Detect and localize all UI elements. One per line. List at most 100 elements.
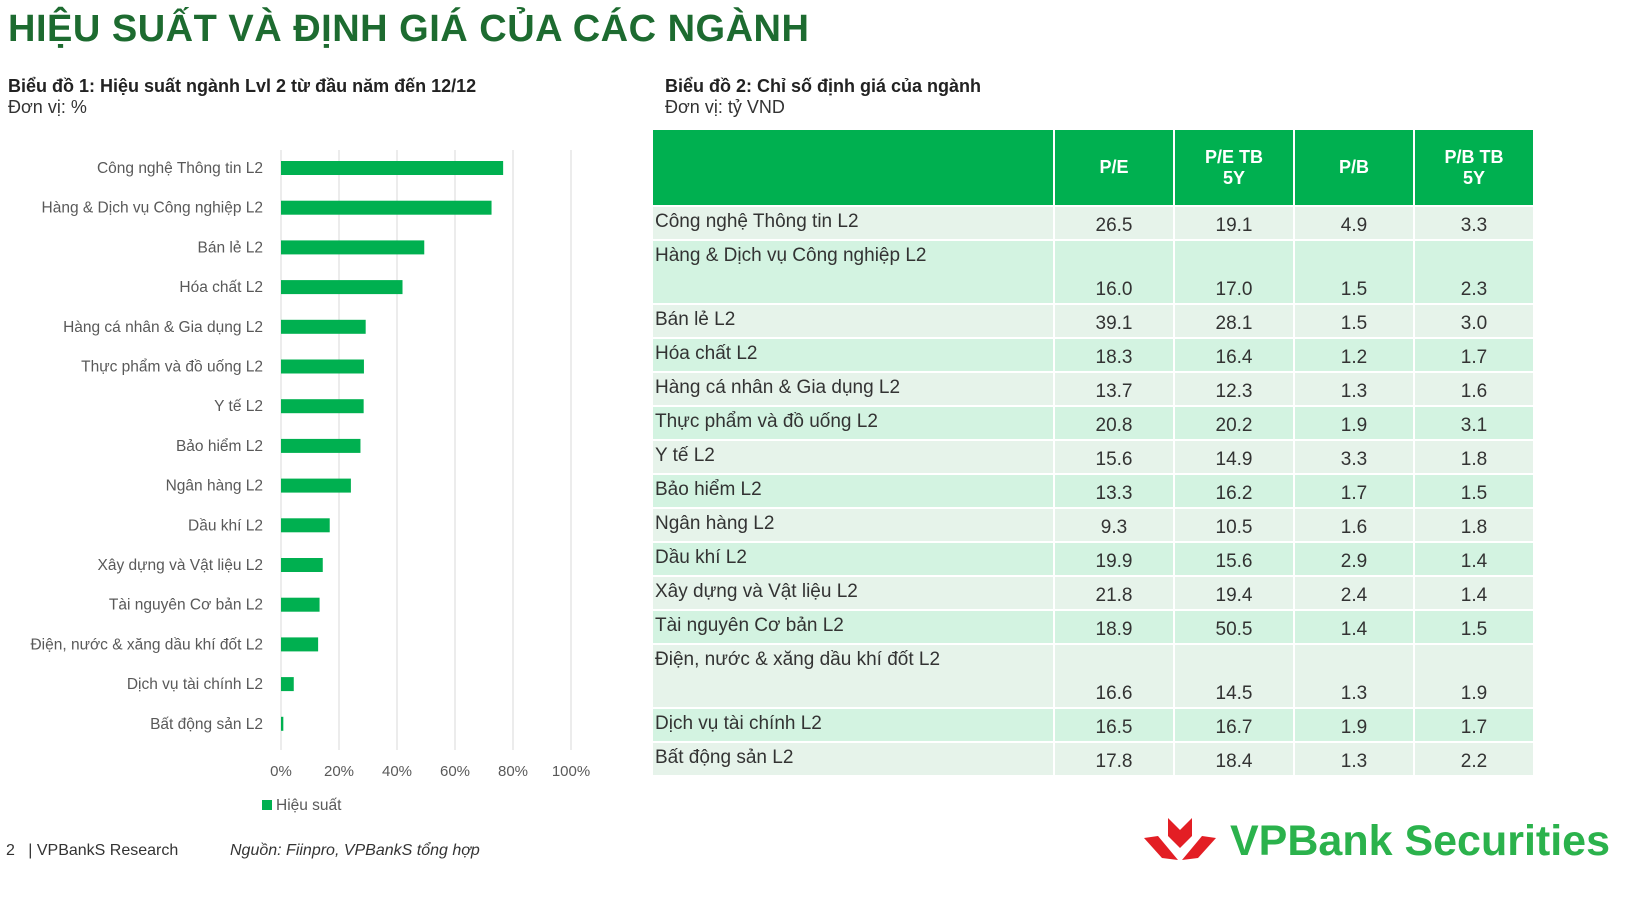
category-label: Dầu khí L2 bbox=[188, 517, 263, 534]
row-label: Bất động sản L2 bbox=[653, 743, 1053, 775]
cell-value: 1.7 bbox=[1295, 475, 1413, 507]
cell-value: 19.9 bbox=[1055, 543, 1173, 575]
category-label: Tài nguyên Cơ bản L2 bbox=[109, 597, 263, 614]
page-title: HIỆU SUẤT VÀ ĐỊNH GIÁ CỦA CÁC NGÀNH bbox=[8, 8, 810, 50]
cell-value: 1.5 bbox=[1415, 611, 1533, 643]
table-header-row: P/E P/E TB 5Y P/B P/B TB 5Y bbox=[653, 130, 1533, 205]
cell-value: 1.2 bbox=[1295, 339, 1413, 371]
cell-value: 18.3 bbox=[1055, 339, 1173, 371]
table-row: Y tế L2 15.6 14.9 3.3 1.8 bbox=[653, 441, 1533, 473]
table-row: Bất động sản L2 17.8 18.4 1.3 2.2 bbox=[653, 743, 1533, 775]
bar bbox=[281, 637, 319, 652]
cell-value: 1.7 bbox=[1415, 339, 1533, 371]
cell-value: 19.1 bbox=[1175, 207, 1293, 239]
chart2-header: Biểu đồ 2: Chỉ số định giá của ngành Đơn… bbox=[665, 76, 981, 118]
valuation-table: P/E P/E TB 5Y P/B P/B TB 5Y Công nghệ Thông… bbox=[651, 128, 1535, 777]
x-tick-label: 60% bbox=[440, 763, 470, 780]
cell-value: 4.9 bbox=[1295, 207, 1413, 239]
bar bbox=[281, 518, 330, 533]
cell-value: 19.4 bbox=[1175, 577, 1293, 609]
bar bbox=[281, 200, 492, 215]
column-header: P/B bbox=[1295, 130, 1413, 205]
cell-value: 16.6 bbox=[1055, 645, 1173, 707]
cell-value: 1.5 bbox=[1295, 241, 1413, 303]
cell-value: 2.2 bbox=[1415, 743, 1533, 775]
bar bbox=[281, 319, 366, 334]
row-label: Y tế L2 bbox=[653, 441, 1053, 473]
x-tick-label: 0% bbox=[270, 763, 292, 780]
column-header-label: P/B bbox=[1338, 157, 1369, 177]
legend-label: Hiệu suất bbox=[276, 797, 342, 814]
category-label: Ngân hàng L2 bbox=[166, 478, 263, 495]
chart1-unit: Đơn vị: % bbox=[8, 97, 87, 117]
category-label: Bất động sản L2 bbox=[150, 716, 263, 733]
cell-value: 1.8 bbox=[1415, 441, 1533, 473]
category-label: Bán lẻ L2 bbox=[198, 239, 264, 256]
cell-value: 21.8 bbox=[1055, 577, 1173, 609]
cell-value: 1.3 bbox=[1295, 373, 1413, 405]
category-label: Dịch vụ tài chính L2 bbox=[127, 676, 263, 693]
cell-value: 16.0 bbox=[1055, 241, 1173, 303]
research-label: | VPBankS Research bbox=[28, 842, 179, 859]
bar bbox=[281, 359, 364, 374]
cell-value: 1.7 bbox=[1415, 709, 1533, 741]
cell-value: 16.7 bbox=[1175, 709, 1293, 741]
category-label: Xây dựng và Vật liệu L2 bbox=[98, 557, 263, 574]
column-header: P/E TB 5Y bbox=[1175, 130, 1293, 205]
table-row: Hóa chất L2 18.3 16.4 1.2 1.7 bbox=[653, 339, 1533, 371]
bar bbox=[281, 597, 320, 612]
cell-value: 15.6 bbox=[1055, 441, 1173, 473]
cell-value: 1.4 bbox=[1415, 577, 1533, 609]
cell-value: 1.6 bbox=[1415, 373, 1533, 405]
table-row: Công nghệ Thông tin L2 26.5 19.1 4.9 3.3 bbox=[653, 207, 1533, 239]
cell-value: 16.5 bbox=[1055, 709, 1173, 741]
cell-value: 1.6 bbox=[1295, 509, 1413, 541]
table-row: Bảo hiểm L2 13.3 16.2 1.7 1.5 bbox=[653, 475, 1533, 507]
cell-value: 1.5 bbox=[1295, 305, 1413, 337]
row-label: Công nghệ Thông tin L2 bbox=[653, 207, 1053, 239]
column-header-label: P/B TB 5Y bbox=[1444, 146, 1504, 188]
cell-value: 1.3 bbox=[1295, 743, 1413, 775]
x-tick-label: 20% bbox=[324, 763, 354, 780]
row-label: Dầu khí L2 bbox=[653, 543, 1053, 575]
table-row: Ngân hàng L2 9.3 10.5 1.6 1.8 bbox=[653, 509, 1533, 541]
column-header: P/B TB 5Y bbox=[1415, 130, 1533, 205]
row-label: Tài nguyên Cơ bản L2 bbox=[653, 611, 1053, 643]
bar bbox=[281, 716, 284, 731]
chart-svg: 0% 20% 40% 60% 80% 100% Công nghệ Thông tin L2… bbox=[30, 150, 590, 814]
cell-value: 9.3 bbox=[1055, 509, 1173, 541]
logo-emblem-icon bbox=[1144, 818, 1216, 860]
category-label: Công nghệ Thông tin L2 bbox=[97, 160, 263, 177]
cell-value: 20.8 bbox=[1055, 407, 1173, 439]
cell-value: 1.9 bbox=[1415, 645, 1533, 707]
bar bbox=[281, 558, 323, 572]
row-label: Điện, nước & xăng dầu khí đốt L2 bbox=[653, 645, 1053, 707]
cell-value: 3.0 bbox=[1415, 305, 1533, 337]
x-tick-label: 40% bbox=[382, 763, 412, 780]
chart2-number: Biểu đồ 2: bbox=[665, 76, 753, 96]
row-label: Dịch vụ tài chính L2 bbox=[653, 709, 1053, 741]
cell-value: 26.5 bbox=[1055, 207, 1173, 239]
cell-value: 28.1 bbox=[1175, 305, 1293, 337]
cell-value: 1.9 bbox=[1295, 407, 1413, 439]
cell-value: 1.8 bbox=[1415, 509, 1533, 541]
bar bbox=[281, 399, 364, 414]
performance-bar-chart: 0% 20% 40% 60% 80% 100% Công nghệ Thông tin L2… bbox=[0, 130, 620, 830]
chart2-subtitle: Chỉ số định giá của ngành bbox=[752, 76, 982, 96]
table-row: Tài nguyên Cơ bản L2 18.9 50.5 1.4 1.5 bbox=[653, 611, 1533, 643]
cell-value: 1.4 bbox=[1415, 543, 1533, 575]
bar bbox=[281, 280, 403, 295]
table-row: Điện, nước & xăng dầu khí đốt L2 16.6 14.5… bbox=[653, 645, 1533, 707]
row-label: Bảo hiểm L2 bbox=[653, 475, 1053, 507]
cell-value: 16.2 bbox=[1175, 475, 1293, 507]
chart1-header: Biểu đồ 1: Hiệu suất ngành Lvl 2 từ đầu … bbox=[8, 76, 476, 118]
cell-value: 12.3 bbox=[1175, 373, 1293, 405]
cell-value: 50.5 bbox=[1175, 611, 1293, 643]
x-tick-label: 100% bbox=[552, 763, 590, 780]
cell-value: 18.9 bbox=[1055, 611, 1173, 643]
category-label: Y tế L2 bbox=[214, 398, 263, 415]
vpbank-securities-logo: VPBank Securities bbox=[1140, 808, 1640, 873]
table-row: Hàng & Dịch vụ Công nghiệp L2 16.0 17.0 1.5… bbox=[653, 241, 1533, 303]
footer-brand: 2 | VPBankS Research bbox=[6, 842, 178, 860]
cell-value: 2.9 bbox=[1295, 543, 1413, 575]
